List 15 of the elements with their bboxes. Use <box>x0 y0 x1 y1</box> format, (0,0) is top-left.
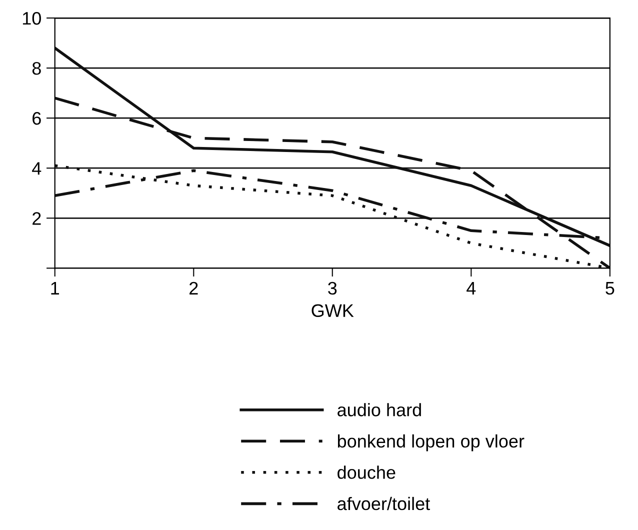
x-tick-label: 4 <box>466 282 476 294</box>
legend-label: audio hard <box>338 403 421 416</box>
y-tick-label: 2 <box>32 212 41 225</box>
x-tick-label: 3 <box>328 282 337 295</box>
y-tick-label: 4 <box>32 162 42 175</box>
x-axis-title: GWK <box>312 304 354 318</box>
y-tick-label: 6 <box>32 112 41 125</box>
legend-label: douche <box>338 466 396 479</box>
x-tick-label: 2 <box>190 282 198 294</box>
x-tick-label: 1 <box>51 282 60 294</box>
y-tick-label: 8 <box>32 62 41 75</box>
x-tick-label: 5 <box>606 282 614 295</box>
legend-label: afvoer/toilet <box>338 496 430 510</box>
legend-label: bonkend lopen op vloer <box>338 434 524 452</box>
y-tick-label: 10 <box>22 12 41 25</box>
